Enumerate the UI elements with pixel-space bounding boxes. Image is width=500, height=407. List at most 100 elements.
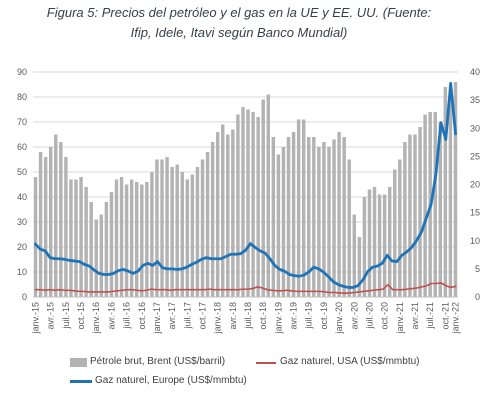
bar-brent bbox=[38, 152, 43, 297]
bar-brent bbox=[109, 192, 114, 297]
bar-brent bbox=[215, 132, 220, 297]
bar-brent bbox=[307, 137, 311, 297]
bar-brent bbox=[266, 94, 270, 297]
bar-brent bbox=[114, 179, 119, 297]
bar-brent bbox=[150, 172, 154, 297]
bar-brent bbox=[221, 124, 225, 297]
x-tick-label: oct.-20 bbox=[380, 302, 390, 330]
bar-brent bbox=[312, 137, 316, 297]
y-left-tick-label: 40 bbox=[17, 192, 27, 202]
bar-brent bbox=[155, 159, 159, 297]
x-tick-label: juil.-21 bbox=[425, 302, 435, 330]
bar-brent bbox=[291, 132, 296, 297]
bar-brent bbox=[322, 142, 326, 297]
x-tick-label: oct.-19 bbox=[319, 302, 329, 330]
x-tick-label: juil.-19 bbox=[304, 302, 314, 330]
bar-brent bbox=[59, 142, 63, 297]
bar-brent bbox=[74, 179, 78, 297]
x-tick-label: janv.-17 bbox=[152, 302, 162, 334]
y-right-tick-label: 15 bbox=[470, 208, 480, 218]
bar-brent bbox=[94, 219, 98, 297]
bar-brent bbox=[64, 157, 68, 297]
bar-brent bbox=[408, 134, 412, 297]
bar-brent bbox=[433, 112, 437, 297]
bar-brent bbox=[69, 179, 73, 297]
bar-brent bbox=[33, 177, 38, 297]
bar-brent bbox=[453, 82, 458, 297]
bar-brent bbox=[362, 197, 367, 297]
bar-brent bbox=[372, 187, 377, 297]
bar-brent bbox=[448, 94, 453, 297]
x-tick-label: juil.-16 bbox=[122, 302, 132, 330]
bar-brent bbox=[135, 182, 139, 297]
bar-brent bbox=[180, 172, 184, 297]
x-tick-label: avr.-19 bbox=[289, 302, 299, 330]
line-gas-usa bbox=[34, 282, 457, 294]
bar-brent bbox=[398, 159, 402, 297]
bar-brent bbox=[241, 107, 245, 297]
bar-brent bbox=[145, 182, 149, 297]
bar-brent bbox=[43, 157, 48, 297]
bar-brent bbox=[190, 174, 195, 297]
y-left-tick-label: 20 bbox=[17, 242, 27, 252]
y-right-tick-label: 40 bbox=[470, 67, 480, 77]
bar-brent bbox=[393, 169, 397, 297]
bar-brent bbox=[54, 134, 58, 297]
x-tick-label: avr.-17 bbox=[167, 302, 177, 330]
x-tick-label: janv.-21 bbox=[395, 302, 405, 334]
bar-brent bbox=[89, 202, 93, 297]
bar-brent bbox=[175, 164, 179, 297]
x-tick-label: janv.-18 bbox=[213, 302, 223, 334]
x-tick-label: avr.-20 bbox=[349, 302, 359, 330]
bar-brent bbox=[317, 147, 321, 297]
bar-brent bbox=[236, 114, 240, 297]
bar-brent bbox=[342, 137, 346, 297]
bar-brent bbox=[337, 132, 341, 297]
x-tick-label: avr.-16 bbox=[106, 302, 116, 330]
bar-brent bbox=[124, 184, 129, 297]
x-tick-label: juil.-17 bbox=[182, 302, 192, 330]
figure-title: Figura 5: Precios del petróleo y el gas … bbox=[4, 3, 474, 43]
bar-brent bbox=[281, 147, 286, 297]
line-gas-europe bbox=[34, 81, 457, 289]
bar-brent bbox=[226, 134, 230, 297]
bar-brent bbox=[205, 152, 210, 297]
bar-brent bbox=[140, 184, 144, 297]
x-tick-label: janv.-19 bbox=[273, 302, 283, 334]
bar-brent bbox=[251, 112, 255, 297]
bar-brent bbox=[129, 179, 134, 297]
bar-brent bbox=[332, 139, 336, 297]
y-right-tick-label: 10 bbox=[470, 236, 480, 246]
x-tick-label: avr.-15 bbox=[46, 302, 56, 330]
x-tick-label: oct.-16 bbox=[137, 302, 147, 330]
x-tick-label: janv.-15 bbox=[31, 302, 41, 334]
bar-brent bbox=[423, 114, 427, 297]
figure-title-line2: Ifip, Idele, Itavi según Banco Mundial) bbox=[130, 25, 348, 40]
x-tick-label: juil.-20 bbox=[364, 302, 374, 330]
x-tick-label: janv.-22 bbox=[450, 302, 460, 334]
bar-brent bbox=[231, 129, 235, 297]
bar-brent bbox=[271, 137, 276, 297]
bar-brent bbox=[48, 147, 53, 297]
x-tick-label: oct.-18 bbox=[258, 302, 268, 330]
y-left-tick-label: 90 bbox=[17, 67, 27, 77]
bar-brent bbox=[276, 154, 281, 297]
y-left-tick-label: 60 bbox=[17, 142, 27, 152]
x-tick-label: oct.-15 bbox=[76, 302, 86, 330]
bar-brent bbox=[347, 159, 351, 297]
y-left-tick-label: 30 bbox=[17, 217, 27, 227]
x-tick-label: janv.-16 bbox=[91, 302, 101, 334]
bar-brent bbox=[352, 214, 356, 297]
y-right-tick-label: 30 bbox=[470, 123, 480, 133]
bar-brent bbox=[327, 147, 331, 297]
bar-brent bbox=[367, 189, 372, 297]
y-right-tick-label: 5 bbox=[475, 264, 480, 274]
y-left-tick-label: 0 bbox=[22, 292, 27, 302]
figure-title-line1: Figura 5: Precios del petróleo y el gas … bbox=[46, 5, 432, 20]
bar-brent bbox=[185, 179, 190, 297]
bar-brent bbox=[296, 119, 301, 297]
y-left-tick-label: 10 bbox=[17, 267, 27, 277]
bar-brent bbox=[301, 119, 306, 297]
x-tick-label: juil.-18 bbox=[243, 302, 253, 330]
